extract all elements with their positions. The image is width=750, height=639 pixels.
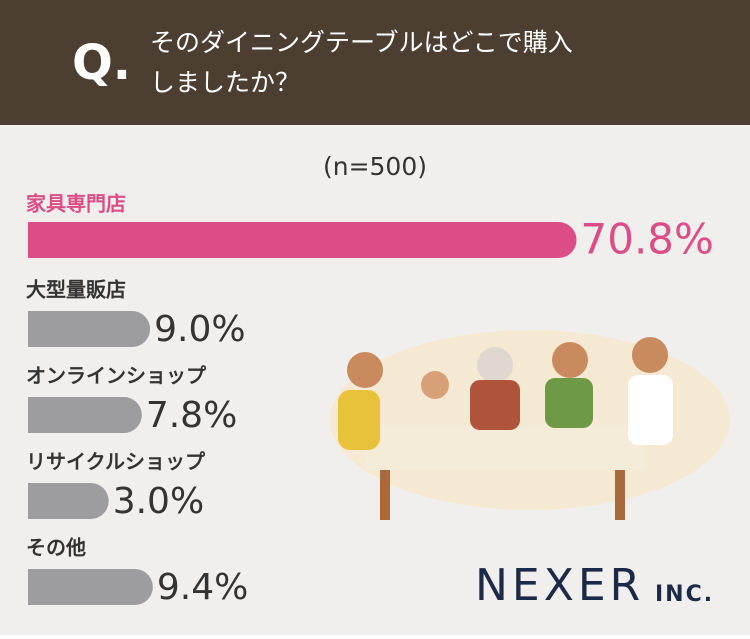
table-leg	[380, 470, 390, 520]
value-label: 7.8%	[146, 395, 237, 436]
value-label: 70.8%	[581, 215, 714, 264]
person	[628, 375, 673, 445]
person	[338, 390, 380, 450]
person	[632, 337, 668, 373]
value-label: 9.4%	[157, 567, 248, 608]
value-label: 3.0%	[113, 481, 204, 522]
logo-name: NEXER	[475, 560, 644, 611]
person	[421, 371, 449, 399]
category-label: オンラインショップ	[26, 364, 207, 388]
bar	[28, 483, 109, 519]
logo-suffix: INC.	[655, 582, 714, 607]
person	[477, 347, 513, 383]
header	[0, 0, 750, 125]
bar	[28, 569, 153, 605]
bar	[28, 222, 577, 258]
bar	[28, 311, 151, 347]
person	[470, 380, 520, 430]
question-mark: Q.	[72, 35, 131, 91]
table-cloth	[365, 425, 645, 470]
person	[347, 352, 383, 388]
person	[545, 378, 593, 428]
person	[552, 342, 588, 378]
table-leg	[615, 470, 625, 520]
bar	[28, 397, 142, 433]
category-label: 大型量販店	[26, 278, 126, 302]
value-label: 9.0%	[154, 309, 245, 350]
subtitle: (n=500)	[323, 152, 427, 181]
title-line: そのダイニングテーブルはどこで購入	[150, 28, 573, 57]
category-label: 家具専門店	[26, 192, 126, 216]
category-label: その他	[26, 536, 86, 560]
illustration	[330, 330, 730, 520]
category-label: リサイクルショップ	[26, 450, 206, 474]
title-line: しましたか？	[150, 68, 300, 97]
